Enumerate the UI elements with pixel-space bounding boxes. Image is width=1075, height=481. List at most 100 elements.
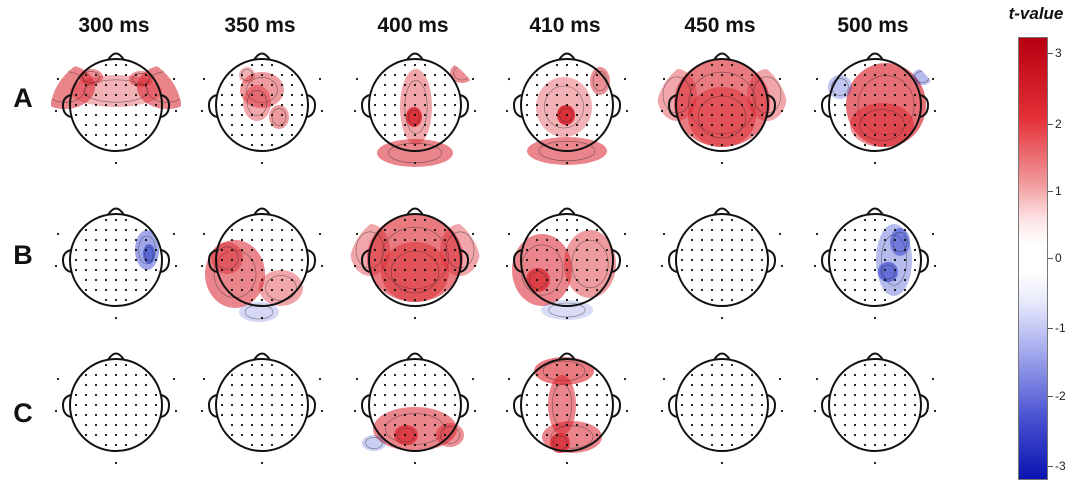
electrode: [250, 103, 254, 107]
electrode: [700, 373, 704, 377]
electrode: [453, 403, 457, 407]
electrode: [240, 393, 244, 397]
electrode: [174, 109, 178, 113]
electrode: [545, 238, 549, 242]
electrode: [813, 264, 817, 268]
electrode: [433, 248, 437, 252]
electrode: [710, 363, 714, 367]
electrode: [913, 413, 917, 417]
electrode: [383, 393, 387, 397]
electrode: [863, 238, 867, 242]
right-ear-outline: [919, 94, 930, 118]
electrode: [280, 123, 284, 127]
electrode: [423, 113, 427, 117]
electrode: [433, 288, 437, 292]
electrode: [740, 258, 744, 262]
left-ear-outline: [512, 94, 523, 118]
electrode: [270, 268, 274, 272]
electrode: [535, 228, 539, 232]
electrode: [250, 373, 254, 377]
electrode: [873, 218, 877, 222]
electrode: [710, 393, 714, 397]
electrode: [893, 258, 897, 262]
electrode: [104, 113, 108, 117]
activity-blob: [674, 59, 770, 147]
nose-outline: [866, 352, 884, 361]
electrode: [750, 73, 754, 77]
electrode: [280, 103, 284, 107]
electrode: [413, 93, 417, 97]
electrode: [535, 413, 539, 417]
electrode: [413, 383, 417, 387]
electrode: [433, 83, 437, 87]
electrode: [833, 403, 837, 407]
right-ear-outline: [306, 394, 317, 418]
electrode: [393, 93, 397, 97]
electrode: [883, 238, 887, 242]
electrode: [730, 268, 734, 272]
electrode: [104, 393, 108, 397]
electrode: [863, 373, 867, 377]
electrode: [525, 413, 529, 417]
electrode: [280, 238, 284, 242]
electrode: [56, 77, 60, 81]
electrode: [720, 383, 724, 387]
electrode: [56, 377, 60, 381]
electrode: [833, 93, 837, 97]
electrode: [172, 77, 176, 81]
electrode: [545, 423, 549, 427]
electrode: [260, 228, 264, 232]
electrode: [144, 433, 148, 437]
contour-line: [82, 71, 100, 83]
electrode: [423, 403, 427, 407]
electrode: [893, 123, 897, 127]
electrode: [154, 413, 158, 417]
electrode: [134, 258, 138, 262]
electrode: [700, 93, 704, 97]
electrode: [230, 83, 234, 87]
electrode: [833, 103, 837, 107]
electrode: [690, 433, 694, 437]
right-ear-outline: [459, 394, 470, 418]
contour-line: [439, 426, 461, 444]
electrode: [730, 113, 734, 117]
electrode: [555, 278, 559, 282]
electrode: [260, 316, 264, 320]
electrode: [730, 93, 734, 97]
electrode: [260, 103, 264, 107]
electrode: [565, 218, 569, 222]
electrode: [625, 409, 629, 413]
electrode: [893, 228, 897, 232]
electrode: [54, 109, 58, 113]
electrode: [300, 103, 304, 107]
electrode: [413, 393, 417, 397]
electrode: [873, 93, 877, 97]
electrode: [270, 133, 274, 137]
electrode: [104, 413, 108, 417]
electrode: [565, 443, 569, 447]
electrode: [690, 268, 694, 272]
electrode: [883, 248, 887, 252]
electrode: [913, 248, 917, 252]
electrode: [913, 93, 917, 97]
electrode: [240, 433, 244, 437]
electrode: [74, 413, 78, 417]
electrode: [585, 113, 589, 117]
electrode: [240, 103, 244, 107]
electrode: [423, 423, 427, 427]
electrode: [585, 278, 589, 282]
electrode: [240, 268, 244, 272]
electrode: [843, 123, 847, 127]
electrode: [545, 73, 549, 77]
electrode: [843, 268, 847, 272]
electrode: [883, 258, 887, 262]
electrode: [750, 393, 754, 397]
electrode: [903, 113, 907, 117]
electrode: [565, 238, 569, 242]
electrode: [250, 83, 254, 87]
electrode: [750, 423, 754, 427]
electrode: [625, 264, 629, 268]
contour-line: [246, 77, 278, 103]
electrode: [873, 63, 877, 67]
electrode: [700, 258, 704, 262]
